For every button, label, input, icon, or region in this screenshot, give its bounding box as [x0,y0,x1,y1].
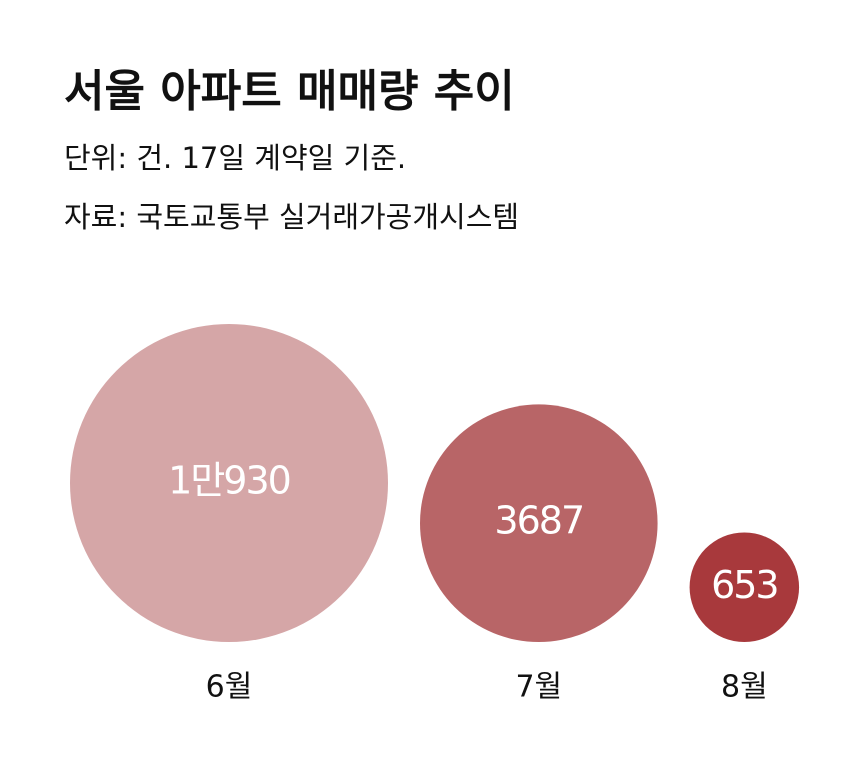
value-label: 653 [711,563,778,607]
chart-source: 자료: 국토교통부 실거래가공개시스템 [64,200,519,234]
category-label: 7월 [515,670,562,705]
category-label: 6월 [206,670,253,705]
bubble [689,532,800,642]
chart-subtitle: 단위: 건. 17일 계약일 기준. [64,141,406,175]
category-label: 8월 [721,670,768,705]
chart-title: 서울 아파트 매매량 추이 [64,66,515,117]
value-label: 1만930 [168,459,290,503]
bubble [420,404,658,642]
value-label: 3687 [494,499,583,543]
bubble [70,324,388,642]
